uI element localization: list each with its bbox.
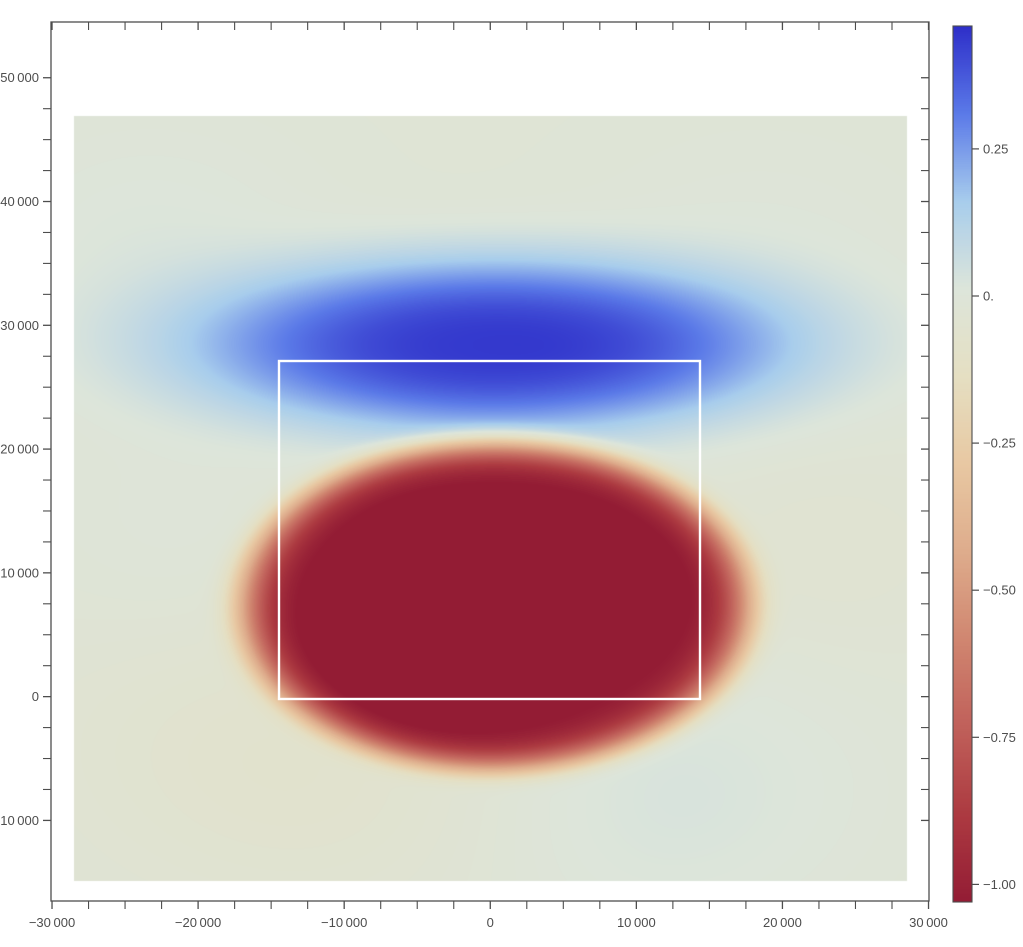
svg-text:−0.75: −0.75 bbox=[983, 730, 1016, 745]
svg-text:10 000: 10 000 bbox=[0, 565, 39, 580]
svg-text:20 000: 20 000 bbox=[763, 915, 802, 930]
svg-text:−0.50: −0.50 bbox=[983, 583, 1016, 598]
svg-text:30 000: 30 000 bbox=[909, 915, 948, 930]
svg-text:30 000: 30 000 bbox=[0, 318, 39, 333]
svg-text:−10 000: −10 000 bbox=[0, 813, 39, 828]
svg-text:10 000: 10 000 bbox=[617, 915, 656, 930]
svg-text:−20 000: −20 000 bbox=[175, 915, 221, 930]
svg-text:0: 0 bbox=[32, 689, 39, 704]
svg-text:0.25: 0.25 bbox=[983, 141, 1008, 156]
svg-text:−1.00: −1.00 bbox=[983, 877, 1016, 892]
svg-text:50 000: 50 000 bbox=[0, 70, 39, 85]
svg-text:40 000: 40 000 bbox=[0, 194, 39, 209]
svg-text:0.: 0. bbox=[983, 289, 994, 304]
svg-text:20 000: 20 000 bbox=[0, 442, 39, 457]
svg-text:−30 000: −30 000 bbox=[29, 915, 75, 930]
svg-text:−10 000: −10 000 bbox=[321, 915, 367, 930]
svg-text:0: 0 bbox=[487, 915, 494, 930]
svg-text:−0.25: −0.25 bbox=[983, 436, 1016, 451]
